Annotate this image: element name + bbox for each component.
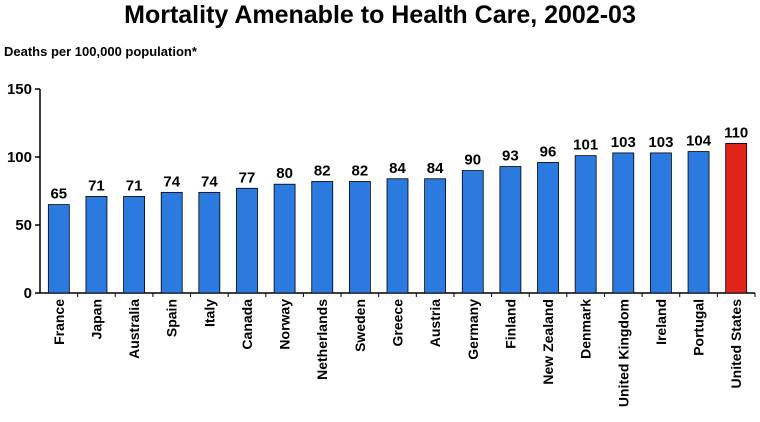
category-label: Norway: [277, 299, 293, 350]
data-label: 84: [427, 160, 444, 177]
category-label: Spain: [164, 299, 180, 337]
data-label: 71: [88, 177, 105, 194]
data-label: 96: [540, 143, 557, 160]
y-axis-label: Deaths per 100,000 population*: [4, 44, 197, 59]
data-label: 74: [201, 173, 218, 190]
data-label: 101: [573, 137, 598, 154]
data-label: 65: [50, 186, 67, 203]
data-label: 104: [686, 133, 712, 150]
data-label: 110: [724, 124, 748, 141]
chart-title: Mortality Amenable to Health Care, 2002-…: [124, 1, 636, 29]
category-label: Sweden: [352, 299, 368, 352]
data-label: 90: [464, 152, 481, 169]
category-label: Greece: [390, 299, 406, 347]
category-label: Australia: [126, 299, 142, 359]
y-tick-label: 150: [7, 81, 32, 98]
data-label: 103: [648, 134, 673, 151]
category-label: United Kingdom: [615, 299, 631, 407]
bar: [236, 187, 258, 294]
data-label: 82: [352, 162, 369, 179]
bar: [47, 204, 70, 294]
bar: [273, 183, 296, 294]
bar: [499, 166, 522, 294]
category-label: Netherlands: [314, 299, 330, 380]
data-label: 77: [239, 169, 256, 186]
bar: [650, 152, 672, 294]
y-tick-label: 0: [24, 285, 32, 302]
bar: [85, 196, 108, 294]
category-label: Austria: [427, 299, 443, 347]
data-label: 84: [389, 160, 406, 177]
category-label: Finland: [502, 299, 518, 349]
y-tick-label: 100: [7, 149, 32, 166]
category-label: New Zealand: [540, 299, 556, 385]
category-label: Italy: [201, 299, 217, 327]
category-label: Canada: [239, 299, 255, 350]
bar: [612, 152, 635, 294]
bar: [537, 162, 559, 294]
data-label: 82: [314, 162, 331, 179]
data-label: 74: [163, 173, 180, 190]
data-label: 93: [502, 148, 519, 165]
bar: [198, 191, 221, 294]
data-label: 103: [611, 134, 636, 151]
bar: [424, 178, 447, 294]
bar: [386, 178, 409, 294]
bar: [461, 170, 484, 294]
data-label: 71: [126, 177, 143, 194]
category-label: Germany: [465, 299, 481, 360]
bar: [123, 196, 145, 294]
category-label: Portugal: [691, 299, 707, 356]
data-label: 80: [276, 165, 293, 182]
bar: [574, 155, 597, 294]
bar: [725, 142, 748, 294]
category-label: United States: [728, 299, 744, 389]
bar: [687, 151, 710, 294]
category-label: Ireland: [653, 299, 669, 345]
bar: [160, 191, 183, 294]
category-label: Denmark: [578, 299, 594, 359]
bar: [348, 181, 371, 294]
category-label: France: [51, 299, 67, 345]
bar: [311, 181, 334, 294]
y-tick-label: 50: [15, 217, 32, 234]
category-label: Japan: [88, 299, 104, 339]
